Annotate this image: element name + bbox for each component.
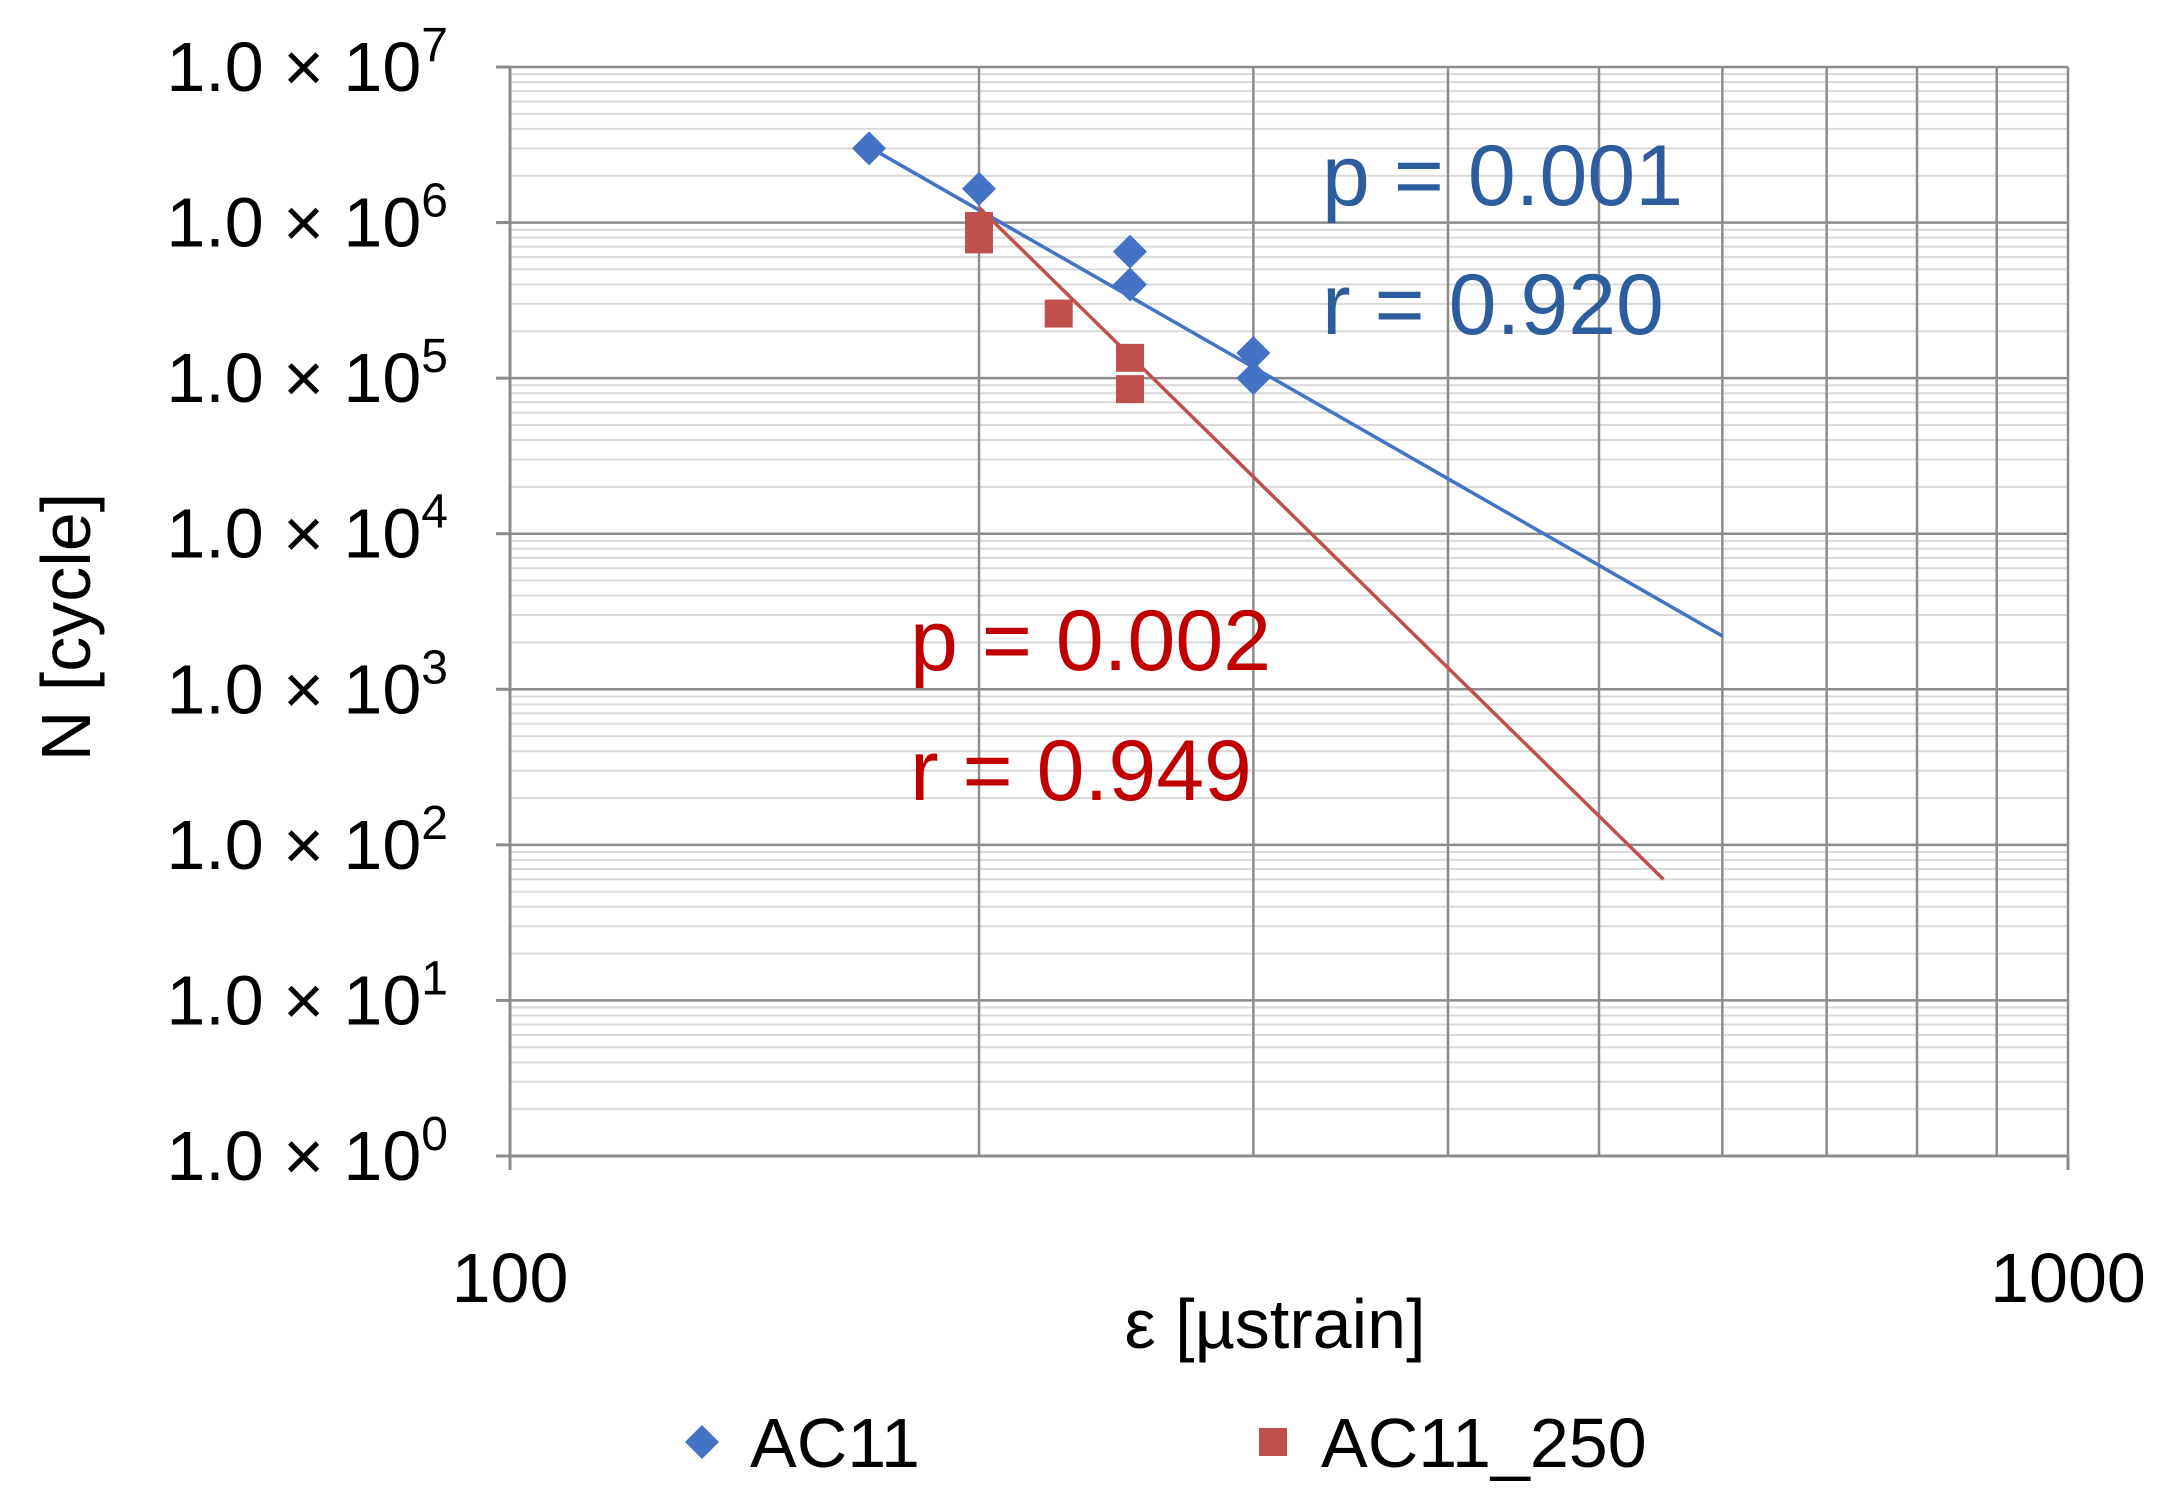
data-point-ac11-250 <box>1115 343 1144 372</box>
legend-marker-ac11 <box>685 1425 719 1459</box>
y-tick-label: 1.0 × 105 <box>166 330 448 417</box>
data-point-ac11 <box>1236 336 1271 371</box>
trendline-ac11-250 <box>977 206 1665 881</box>
data-point-ac11 <box>962 171 997 206</box>
data-point-ac11-250 <box>1115 375 1144 404</box>
axes: 1.0 × 100 1.0 × 101 1.0 × 102 1.0 × 103 1.0 … <box>166 19 2146 1317</box>
y-tick-label: 1.0 × 106 <box>166 175 448 262</box>
annotations: p = 0.001 r = 0.920 p = 0.002 r = 0.949 <box>910 128 1683 819</box>
annotation-p-value: p = 0.002 <box>910 593 1271 689</box>
grid <box>510 65 2070 1158</box>
y-tick-label: 1.0 × 104 <box>166 486 448 573</box>
y-tick-label: 1.0 × 101 <box>166 952 448 1039</box>
x-tick-label: 1000 <box>1990 1239 2146 1317</box>
legend-label: AC11_250 <box>1321 1404 1647 1482</box>
trendline-ac11 <box>868 145 1724 638</box>
annotation-p-value: p = 0.001 <box>1322 128 1683 224</box>
y-tick-label: 1.0 × 107 <box>166 19 448 106</box>
legend-label: AC11 <box>750 1404 920 1482</box>
data-point-ac11-250 <box>965 225 994 254</box>
y-tick-label: 1.0 × 100 <box>166 1108 448 1195</box>
data-point-ac11 <box>1236 361 1271 396</box>
y-axis-label: N [cycle] <box>27 493 105 761</box>
trendlines <box>868 145 1724 881</box>
markers <box>852 131 1271 404</box>
annotation-r-value: r = 0.949 <box>910 723 1252 819</box>
annotation-r-value: r = 0.920 <box>1322 257 1664 353</box>
x-axis-label: ε [µstrain] <box>1124 1285 1425 1363</box>
y-tick-label: 1.0 × 102 <box>166 797 448 884</box>
data-point-ac11 <box>1112 234 1147 269</box>
legend-marker-ac11-250 <box>1259 1428 1287 1456</box>
data-point-ac11-250 <box>1044 299 1073 328</box>
x-tick-label: 100 <box>452 1239 569 1317</box>
data-point-ac11 <box>852 131 887 166</box>
legend: AC11 AC11_250 <box>685 1404 1647 1482</box>
y-tick-label: 1.0 × 103 <box>166 641 448 728</box>
data-point-ac11 <box>1112 267 1147 302</box>
